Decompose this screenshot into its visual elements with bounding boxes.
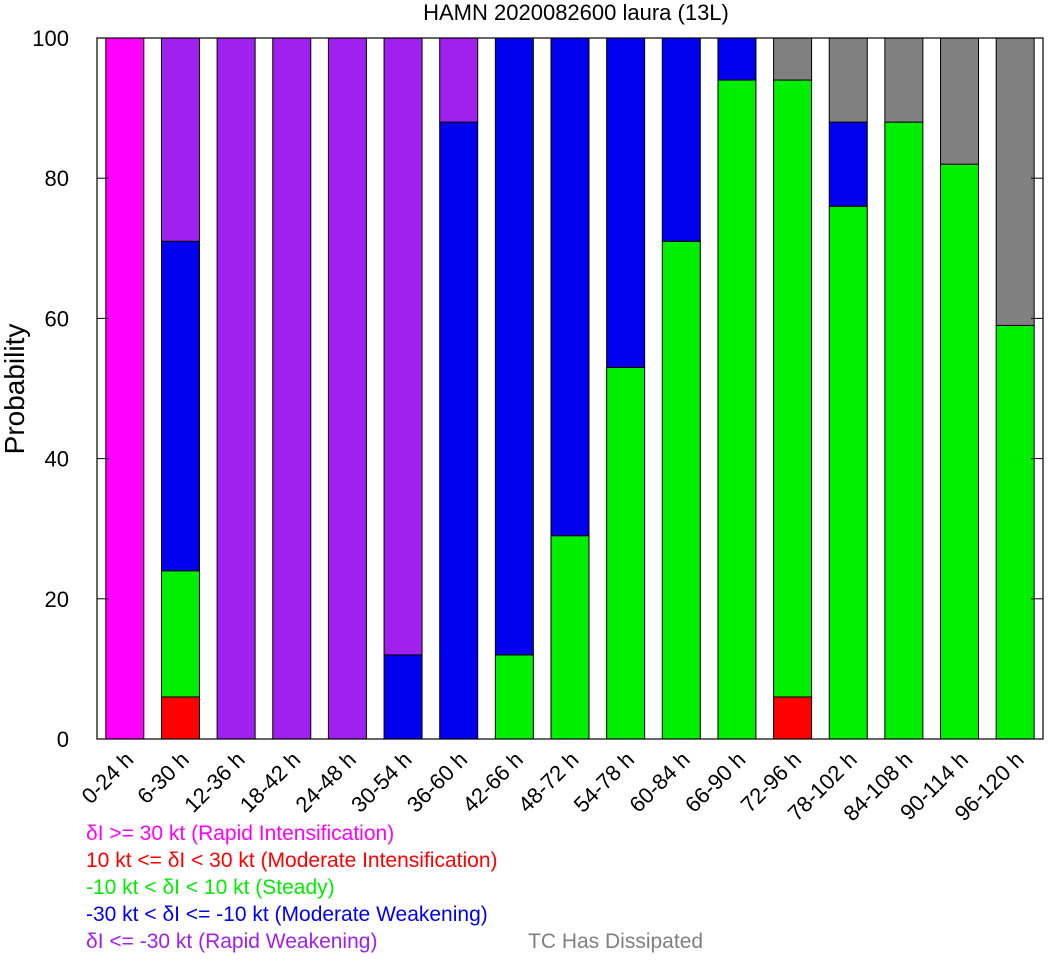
x-tick-label: 30-54 h xyxy=(346,747,416,817)
bar-segment xyxy=(216,37,256,740)
y-tick-label: 80 xyxy=(45,166,69,191)
bar-segment xyxy=(160,570,200,698)
x-tick-label: 66-90 h xyxy=(680,747,750,817)
bar-segment xyxy=(995,324,1035,740)
y-tick-label: 0 xyxy=(57,727,69,752)
bar-segment xyxy=(439,121,479,740)
bar-segment xyxy=(884,37,924,123)
bar-segment xyxy=(940,37,980,165)
x-tick-label: 60-84 h xyxy=(624,747,694,817)
legend-entry-moderate-intensification: 10 kt <= δI < 30 kt (Moderate Intensific… xyxy=(86,849,498,872)
bar-segment xyxy=(606,366,646,740)
legend-entry-dissipated: TC Has Dissipated xyxy=(528,930,704,953)
legend-entry-moderate-weakening: -30 kt < δI <= -10 kt (Moderate Weakenin… xyxy=(86,903,488,926)
bar-segment xyxy=(661,240,701,740)
legend: δI >= 30 kt (Rapid Intensification) 10 k… xyxy=(86,820,498,955)
x-tick-label: 42-66 h xyxy=(457,747,527,817)
bar-segment xyxy=(828,121,868,207)
y-tick-label: 100 xyxy=(32,26,69,51)
x-tick-label: 0-24 h xyxy=(77,747,139,809)
x-tick-label: 36-60 h xyxy=(402,747,472,817)
bar-segment xyxy=(773,696,813,740)
x-tick-label: 54-78 h xyxy=(569,747,639,817)
bar-segment xyxy=(773,37,813,81)
bar-segment xyxy=(383,37,423,656)
bar-segment xyxy=(828,205,868,740)
y-tick-label: 60 xyxy=(45,306,69,331)
plot-frame xyxy=(96,37,1044,740)
bar-segment xyxy=(717,37,757,81)
chart-title: HAMN 2020082600 laura (13L) xyxy=(423,0,729,25)
x-tick-label: 18-42 h xyxy=(235,747,305,817)
bar-segment xyxy=(383,654,423,740)
bar-segment xyxy=(105,37,145,740)
bar-segment xyxy=(327,37,367,740)
x-tick-label: 24-48 h xyxy=(291,747,361,817)
bar-segment xyxy=(717,79,757,740)
bar-segment xyxy=(550,37,590,537)
y-axis-label: Probability xyxy=(0,324,30,455)
x-tick-label: 48-72 h xyxy=(513,747,583,817)
bar-segment xyxy=(439,37,479,123)
y-tick-label: 40 xyxy=(45,447,69,472)
legend-entry-rapid-intensification: δI >= 30 kt (Rapid Intensification) xyxy=(86,822,395,845)
bar-segment xyxy=(828,37,868,123)
legend-entry-steady: -10 kt < δI < 10 kt (Steady) xyxy=(86,876,335,899)
bar-segment xyxy=(160,37,200,242)
bar-segment xyxy=(995,37,1035,326)
bar-segment xyxy=(550,535,590,740)
bar-segment xyxy=(773,79,813,698)
bar-segment xyxy=(940,163,980,740)
plot-area: 0-24 h6-30 h12-36 h18-42 h24-48 h30-54 h… xyxy=(32,26,1044,826)
x-tick-label: 12-36 h xyxy=(179,747,249,817)
bar-segment xyxy=(494,654,534,740)
bar-segment xyxy=(606,37,646,368)
legend-entry-rapid-weakening: δI <= -30 kt (Rapid Weakening) xyxy=(86,930,378,953)
bar-segment xyxy=(272,37,312,740)
bar-segment xyxy=(661,37,701,242)
bar-segment xyxy=(494,37,534,656)
bar-segment xyxy=(160,696,200,740)
bar-segment xyxy=(160,240,200,572)
y-tick-label: 20 xyxy=(45,587,69,612)
bar-segment xyxy=(884,121,924,740)
